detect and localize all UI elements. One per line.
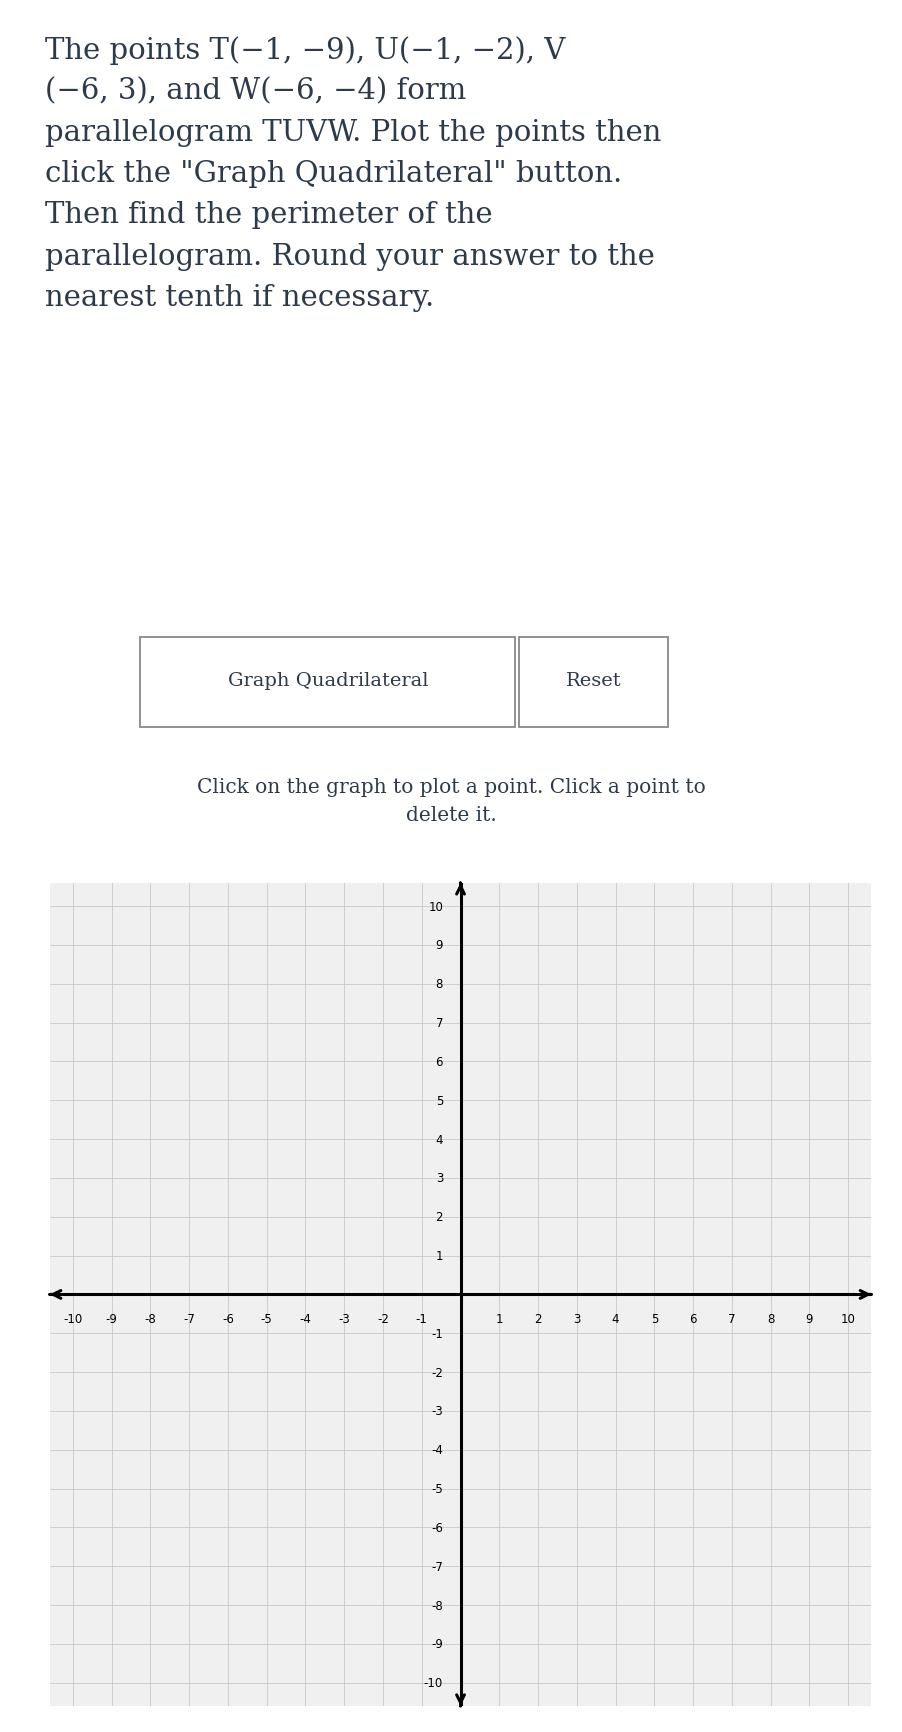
Text: 9: 9 — [435, 939, 443, 953]
Text: Click on the graph to plot a point. Click a point to
delete it.: Click on the graph to plot a point. Clic… — [197, 778, 705, 824]
Text: 10: 10 — [840, 1313, 854, 1325]
Text: -9: -9 — [431, 1637, 443, 1651]
Text: -10: -10 — [63, 1313, 82, 1325]
Text: 7: 7 — [435, 1017, 443, 1029]
Text: -2: -2 — [431, 1367, 443, 1379]
Text: 4: 4 — [612, 1313, 619, 1325]
Text: -8: -8 — [144, 1313, 156, 1325]
Text: -6: -6 — [222, 1313, 234, 1325]
Text: 8: 8 — [766, 1313, 773, 1325]
Text: 9: 9 — [805, 1313, 812, 1325]
Text: 10: 10 — [428, 901, 443, 913]
Text: -7: -7 — [183, 1313, 195, 1325]
Text: -7: -7 — [431, 1561, 443, 1573]
Text: The points T(−1, −9), U(−1, −2), V
(−6, 3), and W(−6, −4) form
parallelogram TUV: The points T(−1, −9), U(−1, −2), V (−6, … — [45, 36, 661, 312]
Text: 2: 2 — [435, 1211, 443, 1223]
Text: 3: 3 — [436, 1173, 443, 1185]
Text: 4: 4 — [435, 1133, 443, 1147]
Text: -6: -6 — [431, 1521, 443, 1535]
Text: -2: -2 — [377, 1313, 389, 1325]
Text: 2: 2 — [534, 1313, 541, 1325]
Text: 8: 8 — [436, 979, 443, 991]
Text: 5: 5 — [436, 1095, 443, 1107]
Text: -5: -5 — [431, 1483, 443, 1495]
Text: -3: -3 — [431, 1405, 443, 1417]
Text: 5: 5 — [650, 1313, 658, 1325]
Text: -1: -1 — [431, 1327, 443, 1341]
FancyBboxPatch shape — [519, 637, 667, 727]
Text: -9: -9 — [106, 1313, 117, 1325]
Text: 3: 3 — [573, 1313, 580, 1325]
Text: -1: -1 — [416, 1313, 428, 1325]
Text: -10: -10 — [423, 1677, 443, 1689]
Text: -3: -3 — [338, 1313, 350, 1325]
Text: -4: -4 — [299, 1313, 311, 1325]
Text: 6: 6 — [688, 1313, 696, 1325]
Text: -5: -5 — [261, 1313, 272, 1325]
FancyBboxPatch shape — [140, 637, 514, 727]
Text: 1: 1 — [435, 1249, 443, 1263]
Text: -8: -8 — [431, 1599, 443, 1611]
Text: 1: 1 — [495, 1313, 502, 1325]
Text: -4: -4 — [431, 1443, 443, 1457]
Text: 6: 6 — [435, 1055, 443, 1069]
Text: 7: 7 — [727, 1313, 735, 1325]
Text: Reset: Reset — [566, 672, 621, 689]
Text: Graph Quadrilateral: Graph Quadrilateral — [227, 672, 428, 689]
